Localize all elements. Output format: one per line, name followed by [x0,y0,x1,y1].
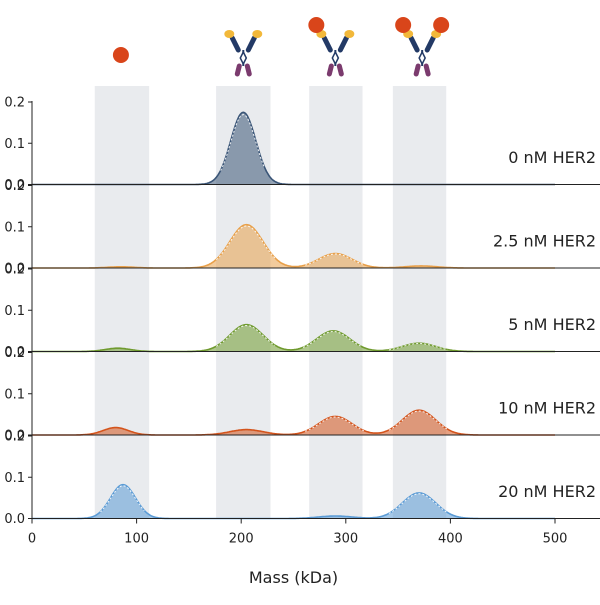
x-tick-label: 300 [333,532,358,547]
antibody-arm-right [245,35,257,53]
her2-dot-icon [433,17,450,33]
her2-dot-icon [112,47,129,63]
antibody-arm-right [337,35,349,53]
antibody-tip-right [344,30,355,38]
icon-row [112,17,450,77]
series-histogram-outline [302,331,362,348]
antibody-hinge-diamond [331,50,340,66]
series-histogram-outline [388,343,448,351]
y-tick-label: 0.2 [4,263,25,278]
y-tick-label: 0.1 [4,137,25,152]
her2-dot-icon [308,17,325,33]
y-tick-label: 0.2 [4,96,25,111]
x-tick-label: 200 [229,532,254,547]
series-histogram-outline [216,324,276,347]
x-tick-label: 400 [438,532,463,547]
antibody-arm-left [408,35,420,53]
panel-label: 5 nM HER2 [508,315,596,334]
x-tick-label: 500 [543,532,568,547]
antibody-arm-left [321,35,333,53]
antibody-icon [224,30,263,77]
y-tick-label: 0.2 [4,346,25,361]
series-histogram-outline [215,225,276,261]
highlight-band [392,86,447,519]
panel: 0.0 0.1 0.2 5 nM HER2 [4,263,600,360]
antibody-icon [403,30,442,77]
x-tick-label: 0 [28,532,36,547]
series-area [32,410,555,435]
y-tick-label: 0.0 [4,345,25,360]
y-tick-label: 0.2 [4,179,25,194]
antibody-arm-left [229,35,241,53]
x-axis-title: Mass (kDa) [249,568,338,587]
highlight-band [309,86,363,519]
panel-label: 10 nM HER2 [498,399,596,418]
series-histogram-outline [305,253,364,266]
series-area [32,324,555,352]
antibody-tip-right [252,30,263,38]
panel-label: 2.5 nM HER2 [493,232,596,251]
series-histogram-outline [220,113,266,171]
y-tick-label: 0.0 [4,262,25,277]
antibody-hinge-diamond [418,50,426,66]
y-tick-label: 0.1 [4,471,25,486]
x-axis: 0 100 200 300 400 500 [28,518,568,547]
y-tick-label: 0.2 [4,430,25,445]
panel: 0.0 0.1 0.2 2.5 nM HER2 [4,179,600,277]
panel-label: 0 nM HER2 [508,148,596,167]
antibody-tip-left [224,30,235,38]
antibody-fc-left [326,63,334,77]
panel: 0.0 0.1 0.2 20 nM HER2 [4,430,600,527]
antibody-fc-right [423,63,431,77]
series-histogram-outline [305,416,365,432]
antibody-icon [316,30,355,77]
antibody-fc-right [336,63,344,77]
panel-label: 20 nM HER2 [498,482,596,501]
y-tick-label: 0.0 [4,512,25,527]
panel: 0.0 0.1 0.2 10 nM HER2 [4,346,600,444]
antibody-fc-right [244,63,252,77]
antibody-fc-left [234,63,242,77]
her2-dot-icon [395,17,412,33]
series-histogram-outline [388,493,448,515]
antibody-hinge-diamond [239,50,248,66]
highlight-bands [94,86,447,519]
highlight-band [94,86,150,519]
panel: 0.0 0.1 0.2 0 nM HER2 [4,96,600,193]
y-tick-label: 0.1 [4,387,25,402]
y-tick-label: 0.0 [4,178,25,193]
x-tick-label: 100 [124,532,149,547]
series-area [32,484,555,519]
y-tick-label: 0.0 [4,429,25,444]
antibody-arm-right [424,35,436,53]
series-histogram-outline [100,485,145,513]
antibody-fc-left [413,63,421,77]
y-tick-label: 0.1 [4,220,25,235]
y-tick-label: 0.1 [4,304,25,319]
